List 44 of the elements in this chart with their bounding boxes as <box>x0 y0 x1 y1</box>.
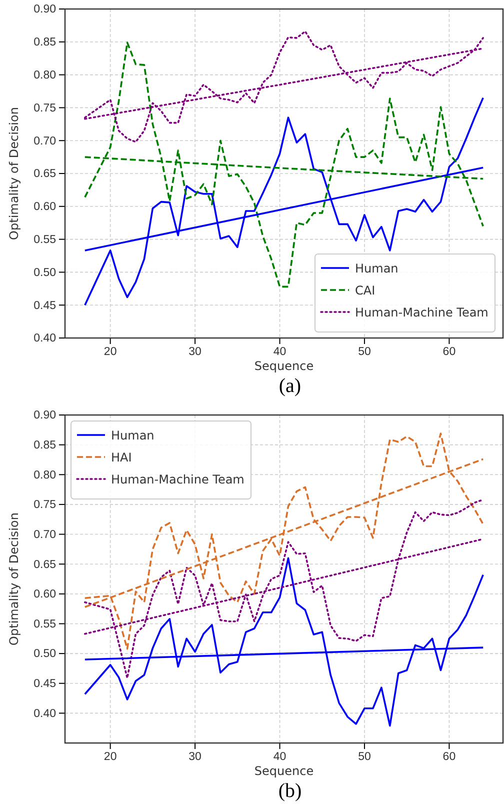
x-tick-label: 20 <box>104 751 117 764</box>
text: (a) <box>278 375 302 397</box>
x-tick-label: 30 <box>188 751 202 764</box>
y-tick-label: 0.60 <box>34 201 56 214</box>
y-tick-label: 0.55 <box>34 618 56 630</box>
y-tick-label: 0.65 <box>34 558 56 571</box>
x-tick-label: 40 <box>273 751 286 764</box>
y-tick-label: 0.40 <box>34 708 56 720</box>
y-tick-label: 0.80 <box>34 69 56 82</box>
x-axis-title: Sequence <box>254 359 314 373</box>
y-tick-label: 0.80 <box>34 469 56 482</box>
y-tick-label: 0.50 <box>34 266 56 279</box>
y-tick-label: 0.90 <box>34 4 56 16</box>
y-tick-label: 0.70 <box>34 135 56 148</box>
y-tick-label: 0.45 <box>34 678 56 690</box>
legend-label: Human-Machine Team <box>111 472 244 486</box>
legend-label: CAI <box>355 284 376 298</box>
y-tick-label: 0.40 <box>34 332 56 345</box>
x-tick-label: 40 <box>273 346 286 358</box>
y-tick-label: 0.55 <box>34 234 56 246</box>
x-tick-label: 60 <box>442 751 456 764</box>
y-axis-title: Optimality of Decision <box>7 512 21 646</box>
y-tick-label: 0.85 <box>34 36 56 49</box>
y-tick-label: 0.60 <box>34 588 56 601</box>
x-tick-label: 30 <box>188 346 202 358</box>
legend-label: HAI <box>111 450 132 464</box>
legend-label: Human <box>355 262 398 276</box>
x-tick-label: 60 <box>442 346 456 358</box>
text: (b) <box>278 780 302 802</box>
x-tick-label: 50 <box>358 751 371 764</box>
y-axis-title: Optimality of Decision <box>7 107 21 240</box>
y-tick-label: 0.65 <box>34 168 56 180</box>
y-tick-label: 0.90 <box>34 410 56 422</box>
y-tick-label: 0.85 <box>34 440 56 452</box>
x-tick-label: 50 <box>358 346 371 358</box>
legend-label: Human-Machine Team <box>355 306 488 320</box>
y-tick-label: 0.45 <box>34 300 56 312</box>
y-tick-label: 0.50 <box>34 648 56 660</box>
x-axis-title: Sequence <box>254 764 314 778</box>
x-tick-label: 20 <box>104 346 117 358</box>
legend-label: Human <box>111 428 154 442</box>
y-tick-label: 0.75 <box>34 499 56 512</box>
y-tick-label: 0.75 <box>34 102 56 114</box>
y-tick-label: 0.70 <box>34 528 56 541</box>
